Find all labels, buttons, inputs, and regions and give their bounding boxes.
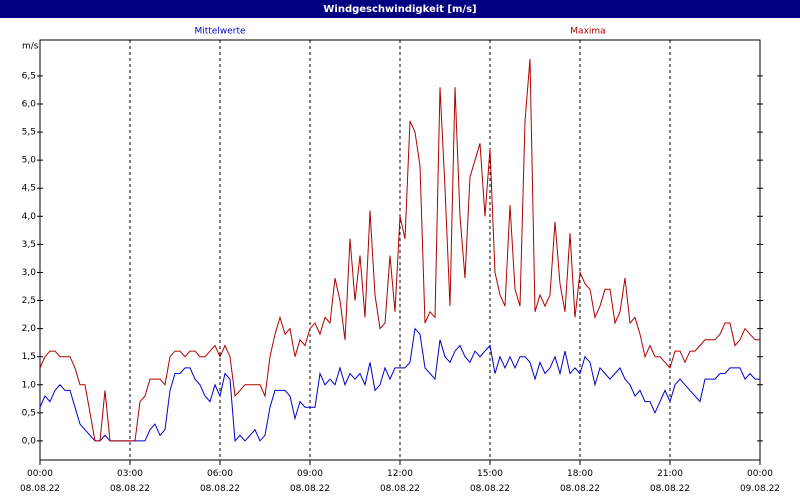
title-bar (0, 0, 800, 18)
x-tick-label: 15:00 08.08.22 (469, 469, 511, 494)
legend-entry: Mittelwerte (194, 27, 245, 37)
y-tick-label: 6,5 (22, 71, 36, 81)
x-tick-label: 00:00 09.08.22 (739, 469, 781, 494)
y-axis-label: m/s (22, 42, 39, 52)
y-tick-label: 5,5 (22, 128, 36, 138)
data-line (39, 327, 760, 443)
x-tick-label: 21:00 08.08.22 (649, 469, 691, 494)
x-tick-label: 18:00 08.08.22 (559, 469, 601, 494)
y-tick-label: 5,0 (22, 156, 37, 166)
legend-entry: Maxima (570, 27, 605, 37)
data-line (39, 59, 760, 442)
y-tick-label: 1,0 (22, 380, 37, 390)
y-tick-label: 1,5 (22, 352, 36, 362)
y-tick-label: 3,0 (22, 268, 37, 278)
y-tick-label: 0,5 (22, 408, 36, 418)
y-tick-label: 2,0 (22, 324, 37, 334)
x-tick-label: 03:00 08.08.22 (109, 469, 151, 494)
x-tick-label: 00:00 08.08.22 (19, 469, 61, 494)
x-tick-label: 09:00 08.08.22 (289, 469, 331, 494)
y-tick-label: 3,5 (22, 240, 36, 250)
y-tick-label: 4,5 (22, 184, 36, 194)
y-tick-label: 2,5 (22, 296, 36, 306)
y-tick-label: 0,0 (22, 436, 37, 446)
x-tick-label: 12:00 08.08.22 (379, 469, 421, 494)
y-tick-label: 6,0 (22, 100, 37, 110)
y-tick-label: 4,0 (22, 212, 37, 222)
x-tick-label: 06:00 08.08.22 (199, 469, 241, 494)
chart-title: Windgeschwindigkeit [m/s] (323, 4, 476, 15)
